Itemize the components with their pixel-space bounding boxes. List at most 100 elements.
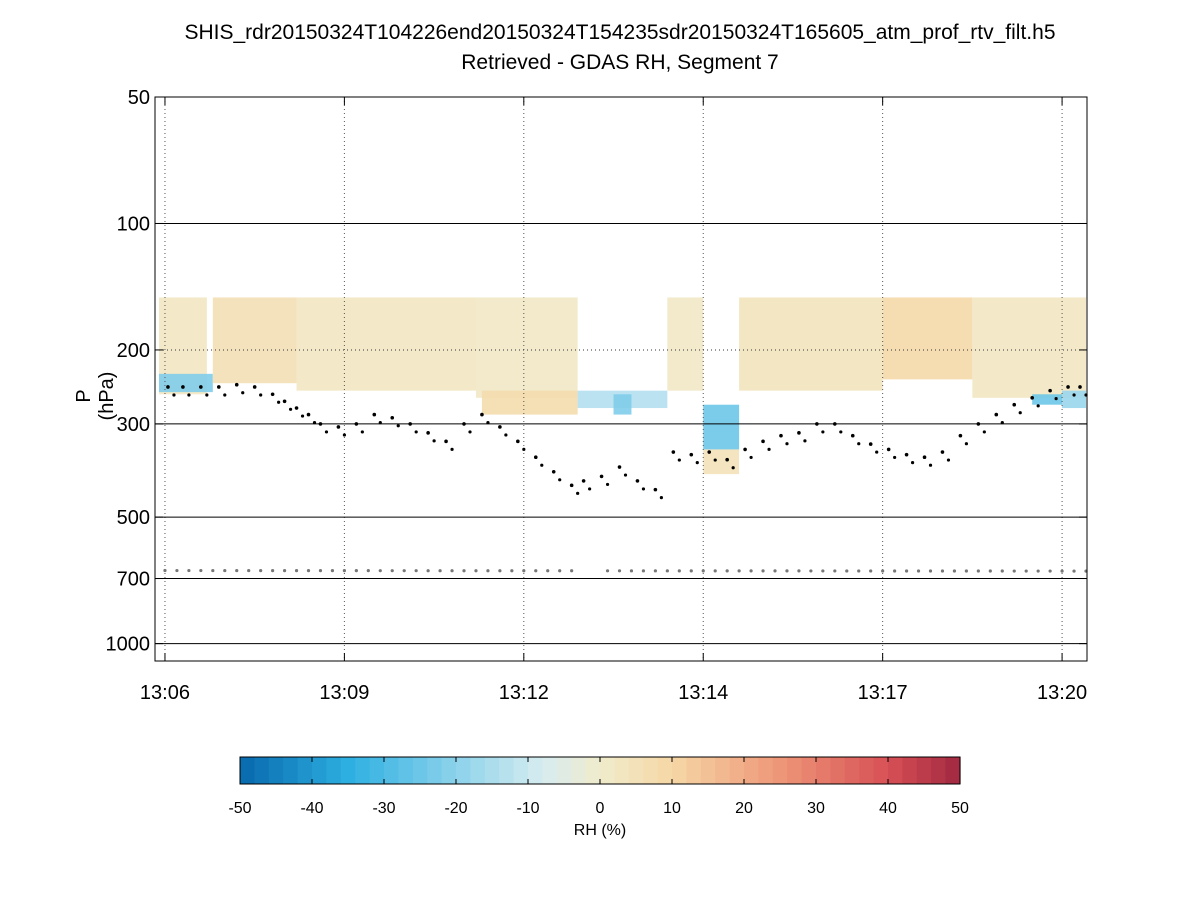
heatmap-cell xyxy=(296,297,476,391)
x-tick-label: 13:14 xyxy=(678,682,728,704)
profile-dot xyxy=(850,433,855,438)
heatmap-cell xyxy=(212,297,297,384)
heatmap-cell xyxy=(667,297,704,391)
profile-dot xyxy=(671,450,676,454)
profile-dot xyxy=(976,422,981,426)
profile-dot xyxy=(599,474,604,479)
grid-layer xyxy=(155,97,1087,661)
profile-dot xyxy=(815,422,819,426)
surface-dot xyxy=(546,569,550,573)
colorbar-tick-label: -50 xyxy=(228,800,251,817)
profile-dot xyxy=(259,393,263,397)
surface-dot xyxy=(904,569,909,573)
profile-dot xyxy=(928,463,933,467)
chart-title: SHIS_rdr20150324T104226end20150324T15423… xyxy=(184,21,1056,44)
axes-layer: 50 100 200 300 500 700 1000 13:06 13:09 13:12 13:1… xyxy=(106,87,1088,704)
profile-dot xyxy=(922,455,927,459)
colorbar-swatch xyxy=(556,757,572,784)
colorbar-tick-label: -20 xyxy=(444,800,467,817)
profile-dot xyxy=(396,424,400,428)
heatmap-cell xyxy=(972,297,1087,398)
profile-dot xyxy=(1018,411,1022,415)
surface-dot xyxy=(833,569,837,573)
surface-dot xyxy=(175,568,179,573)
surface-dot xyxy=(617,569,622,573)
profile-dot xyxy=(576,491,580,495)
surface-dot xyxy=(1036,569,1040,573)
colorbar-swatch xyxy=(931,757,947,784)
profile-dot xyxy=(1072,393,1076,397)
surface-dot xyxy=(605,569,610,573)
colorbar-tick-label: -40 xyxy=(300,800,323,817)
profile-dot xyxy=(982,430,986,434)
surface-dot xyxy=(976,569,980,573)
surface-dot xyxy=(713,569,717,573)
surface-dot xyxy=(916,569,921,573)
y-tick-label: 50 xyxy=(128,87,150,109)
profile-dot xyxy=(1078,385,1082,389)
profile-dot xyxy=(821,430,825,434)
profile-dot xyxy=(797,431,801,435)
profile-dot xyxy=(617,465,622,469)
profile-dot xyxy=(336,425,341,429)
profile-dot xyxy=(172,393,176,397)
profile-dot xyxy=(1036,404,1040,408)
profile-dot xyxy=(300,414,305,418)
surface-dot xyxy=(797,569,801,573)
colorbar-swatch xyxy=(643,757,659,784)
surface-dot xyxy=(223,568,227,573)
surface-dot xyxy=(653,569,657,573)
profile-dot xyxy=(252,385,257,389)
profile-dot xyxy=(785,442,789,446)
surface-dot xyxy=(342,569,346,573)
x-tick-label: 13:06 xyxy=(140,682,190,704)
surface-dot xyxy=(378,569,382,573)
colorbar-tick-label: 0 xyxy=(596,800,605,817)
surface-dot xyxy=(187,568,191,573)
surface-dot xyxy=(952,569,957,573)
colorbar-swatch xyxy=(326,757,342,784)
surface-dot xyxy=(629,569,634,573)
profile-dot xyxy=(468,430,472,434)
y-tick-label: 500 xyxy=(117,507,150,529)
profile-dot xyxy=(324,430,329,434)
profile-dot xyxy=(946,458,951,462)
heatmap-cell xyxy=(1032,394,1063,405)
profile-dot xyxy=(749,455,753,460)
surface-dot xyxy=(940,569,945,573)
colorbar-swatch xyxy=(830,757,846,784)
surface-dot xyxy=(486,569,490,573)
surface-dot xyxy=(773,569,777,573)
colorbar-swatch xyxy=(787,757,803,784)
profile-dot xyxy=(378,420,382,425)
surface-dot xyxy=(677,569,681,573)
heatmap-cell xyxy=(739,297,883,391)
y-tick-label: 200 xyxy=(117,340,150,362)
profile-dot xyxy=(234,382,239,387)
surface-dot xyxy=(725,569,729,573)
profile-dot xyxy=(605,482,610,487)
heatmap-cell xyxy=(475,297,578,398)
profile-dot xyxy=(306,412,311,417)
colorbar-swatch xyxy=(484,757,500,784)
surface-dot xyxy=(211,568,215,573)
surface-dot xyxy=(869,569,873,573)
profile-dot xyxy=(426,431,430,435)
colorbar-tick-label: 10 xyxy=(663,800,681,817)
profile-dot xyxy=(695,461,699,465)
colorbar-swatch xyxy=(571,757,587,784)
profile-dot xyxy=(360,430,364,434)
profile-dot xyxy=(653,487,658,492)
y-tick-label: 300 xyxy=(117,414,150,436)
colorbar-swatch xyxy=(902,757,918,784)
colorbar-swatch xyxy=(816,757,831,784)
profile-dot xyxy=(522,447,526,451)
profile-dot xyxy=(994,412,999,417)
profile-dot xyxy=(743,447,747,452)
profile-dot xyxy=(318,422,323,426)
surface-dot xyxy=(235,568,239,573)
profile-dot xyxy=(372,412,377,417)
surface-dot xyxy=(282,569,287,573)
surface-dot xyxy=(510,569,514,573)
